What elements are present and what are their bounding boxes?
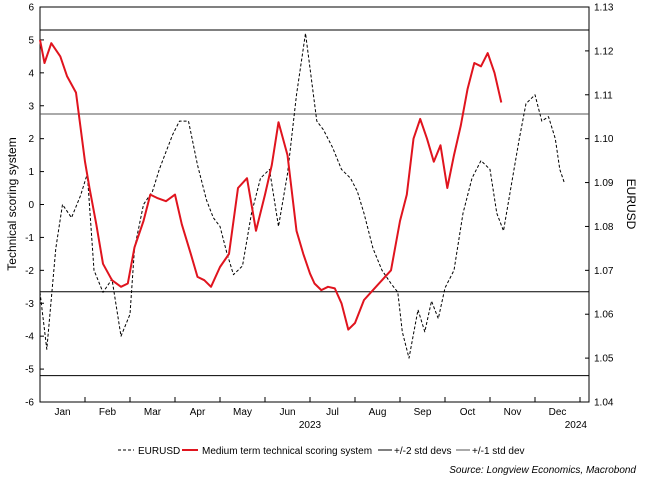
month-label: May [233,407,252,418]
left-tick-label: -5 [25,365,34,376]
month-label: Sep [414,407,432,418]
left-tick-label: -1 [25,233,34,244]
left-tick-label: -3 [25,299,34,310]
source-note: Source: Longview Economics, Macrobond [449,465,636,476]
right-tick-label: 1.07 [594,266,614,277]
right-tick-label: 1.11 [594,90,613,101]
month-label: Nov [504,407,522,418]
right-tick-label: 1.12 [594,46,614,57]
month-label: Dec [549,407,567,418]
left-tick-label: 3 [28,101,34,112]
legend-sd1-label: +/-1 std dev [472,446,525,457]
left-tick-label: 0 [28,200,34,211]
right-tick-label: 1.04 [594,398,614,409]
right-tick-label: 1.05 [594,354,614,365]
left-tick-label: -4 [25,332,34,343]
right-tick-label: 1.13 [594,3,614,14]
month-label: Jun [279,407,295,418]
plot-frame [39,6,590,403]
x-axis: Jan Feb Mar Apr May Jun Jul Aug Sep Oct Nov Dec 2023… [39,397,588,431]
left-tick-label: 4 [28,68,34,79]
right-tick-label: 1.09 [594,178,614,189]
left-axis-title: Technical scoring system [5,137,19,270]
legend-scoring-label: Medium term technical scoring system [202,446,372,457]
right-axis: 1.13 1.12 1.11 1.10 1.09 1.08 1.07 1.06 1.05 1.04 [585,3,614,409]
left-tick-label: -6 [25,398,34,409]
year-label-2023: 2023 [299,420,322,431]
right-axis-title: EURUSD [624,179,638,230]
legend-eurusd-label: EURUSD [138,446,180,457]
right-tick-label: 1.08 [594,222,614,233]
right-tick-label: 1.10 [594,134,614,145]
std-dev-lines [40,29,589,377]
left-axis: 6 5 4 3 2 1 0 -1 -2 -3 -4 -5 -6 [25,3,44,409]
right-tick-label: 1.06 [594,310,614,321]
month-label: Aug [369,407,387,418]
year-label-2024: 2024 [565,420,588,431]
left-tick-label: 6 [28,3,34,14]
month-label: Mar [144,407,162,418]
left-tick-label: 1 [28,167,34,178]
eurusd-line [39,32,565,359]
month-label: Feb [99,407,117,418]
scoring-line [39,39,503,331]
left-tick-label: 2 [28,134,34,145]
left-tick-label: -2 [25,266,34,277]
legend-sd2-label: +/-2 std devs [394,446,452,457]
month-label: Apr [190,407,206,418]
left-tick-label: 5 [28,35,34,46]
month-label: Oct [460,407,476,418]
month-label: Jan [54,407,70,418]
month-label: Jul [326,407,339,418]
legend: EURUSD Medium term technical scoring sys… [118,446,525,457]
series-group [39,32,565,359]
